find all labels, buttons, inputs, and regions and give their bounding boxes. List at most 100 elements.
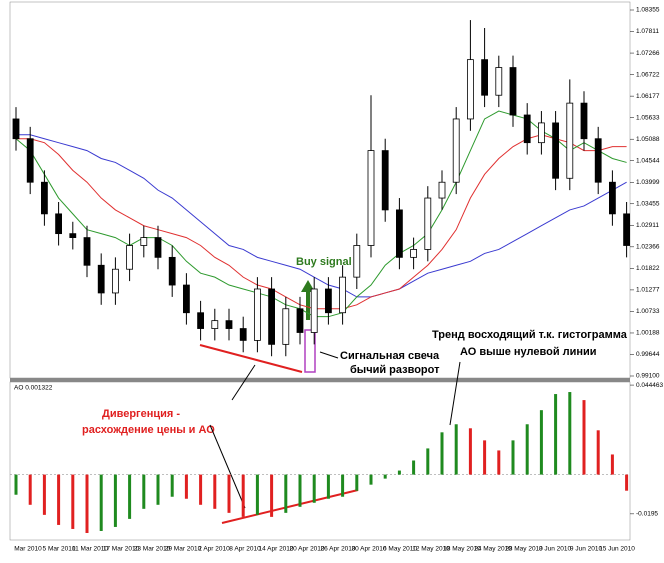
x-tick-label: 28 May 2010 [505, 546, 543, 553]
ao-bar [397, 470, 401, 475]
y-tick-label: 0.99100 [636, 373, 660, 380]
ao-bar [298, 474, 302, 507]
ao-bar [454, 424, 458, 475]
buy-signal-label: Buy signal [296, 256, 352, 268]
ao-bar [85, 474, 89, 533]
ao-title: AO 0.001322 [14, 385, 53, 392]
candle-body [495, 67, 503, 96]
ao-bar [142, 474, 146, 509]
candle-body [466, 59, 474, 120]
signal-candle-box [304, 329, 316, 373]
divergence-arrow [209, 424, 246, 509]
x-tick-label: 8 Apr 2010 [229, 546, 261, 553]
ao-bar [568, 392, 572, 475]
divergence-label: Дивергенция - [102, 408, 180, 420]
signal-candle-label: Сигнальная свеча [340, 350, 440, 362]
ao-bar [284, 474, 288, 513]
y-tick-label: 0.044463 [636, 382, 663, 389]
trend-label: АО выше нулевой линии [460, 346, 597, 358]
ao-bar [113, 474, 117, 527]
divergence-ao-line [221, 489, 359, 524]
candle-body [97, 264, 105, 294]
x-tick-label: 11 Mar 2010 [72, 546, 108, 553]
candle-body [225, 320, 233, 329]
ao-bar [170, 474, 174, 497]
candle-body [182, 284, 190, 314]
candle-body [523, 114, 531, 144]
candle-body [509, 67, 517, 116]
candle-body [296, 308, 304, 333]
moving-average [16, 134, 627, 298]
candle-body [566, 102, 574, 179]
ao-bar [184, 474, 188, 499]
ao-bar [525, 424, 529, 475]
candle-body [253, 288, 261, 341]
ao-bar [426, 448, 430, 475]
candle-body [452, 118, 460, 183]
candle-body [367, 150, 375, 246]
x-tick-label: 29 Mar 2010 [165, 546, 202, 553]
x-tick-label: 3 Jun 2010 [539, 546, 572, 553]
ao-bar [483, 440, 487, 475]
ao-bar [199, 474, 203, 505]
price-panel [9, 1, 631, 379]
candle-body [26, 138, 34, 183]
candle-body [41, 181, 48, 215]
candle-body [112, 268, 119, 294]
candle-body [353, 245, 361, 278]
candle-body [580, 102, 588, 140]
x-tick-label: 9 Jun 2010 [570, 546, 603, 553]
panel-separator [10, 378, 630, 382]
x-tick-label: 14 Apr 2010 [258, 546, 293, 553]
y-tick-label: 1.01277 [636, 287, 660, 294]
y-tick-label: 1.03999 [636, 179, 660, 186]
ao-bar [255, 474, 259, 515]
y-tick-label: 1.04544 [636, 157, 660, 164]
candle-body [438, 181, 446, 199]
ao-bar [312, 474, 316, 503]
ao-bar [99, 474, 103, 531]
x-tick-label: 18 May 2010 [443, 546, 481, 553]
ao-bar [128, 474, 132, 519]
candle-body [424, 197, 432, 250]
x-tick-label: 6 May 2010 [383, 546, 417, 553]
candle-body [12, 118, 20, 140]
candle-body [623, 213, 630, 246]
y-tick-label: 1.00188 [636, 330, 660, 337]
x-tick-label: 2 Apr 2010 [198, 546, 230, 553]
x-tick-label: 30 Apr 2010 [351, 546, 386, 553]
y-tick-label: 1.05633 [636, 114, 660, 121]
ao-bar [326, 474, 330, 499]
x-tick-label: 5 Mar 2010 [43, 546, 76, 553]
ao-bar [511, 440, 515, 475]
divergence-label: расхождение цены и АО [82, 424, 215, 436]
candle-body [324, 288, 332, 314]
y-tick-label: 1.03455 [636, 200, 660, 207]
trend-arrow [449, 361, 461, 426]
y-tick-label: 1.06177 [636, 93, 660, 100]
y-tick-label: 1.07811 [636, 28, 659, 35]
y-tick-label: 1.07266 [636, 50, 660, 57]
y-tick-label: 0.99644 [636, 351, 660, 358]
y-tick-label: 1.00733 [636, 308, 660, 315]
candle-body [609, 181, 616, 215]
candle-body [410, 249, 418, 258]
candle-body [197, 312, 205, 329]
ao-bar [625, 474, 629, 491]
ao-bar [156, 474, 160, 505]
candle-body [310, 288, 318, 333]
ao-bar [369, 474, 373, 485]
candle-body [69, 233, 77, 238]
y-tick-label: 1.02366 [636, 244, 660, 251]
candle-body [552, 122, 559, 179]
ao-bar [412, 460, 416, 475]
candle-body [140, 237, 148, 246]
ao-bar [213, 474, 217, 509]
y-tick-label: 1.02911 [636, 222, 659, 229]
x-tick-label: 17 Mar 2010 [103, 546, 140, 553]
ao-bar [28, 474, 32, 505]
y-tick-label: 1.05088 [636, 136, 660, 143]
candle-body [538, 122, 545, 144]
divergence-price-line [199, 344, 303, 373]
ao-bar [610, 454, 614, 475]
